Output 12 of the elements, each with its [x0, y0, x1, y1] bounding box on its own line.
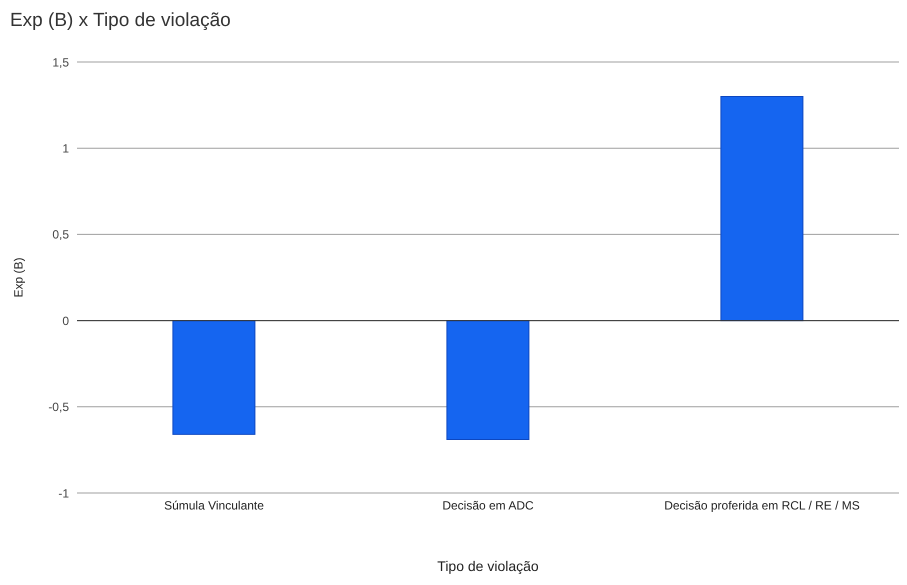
y-tick-label: -0,5 [48, 400, 70, 414]
x-tick-label: Decisão proferida em RCL / RE / MS [664, 498, 860, 513]
y-tick-label: 1,5 [52, 55, 70, 70]
x-tick-label: Súmula Vinculante [164, 498, 264, 513]
y-tick-label: 0 [62, 314, 70, 328]
y-tick-label: -1 [58, 486, 70, 500]
x-axis-title: Tipo de violação [437, 558, 539, 574]
y-axis-title: Exp (B) [11, 257, 26, 298]
x-tick-label: Decisão em ADC [442, 498, 534, 513]
y-tick-label: 0,5 [52, 228, 70, 242]
y-tick-label: 1 [62, 141, 70, 156]
chart-title: Exp (B) x Tipo de violação [10, 10, 231, 32]
